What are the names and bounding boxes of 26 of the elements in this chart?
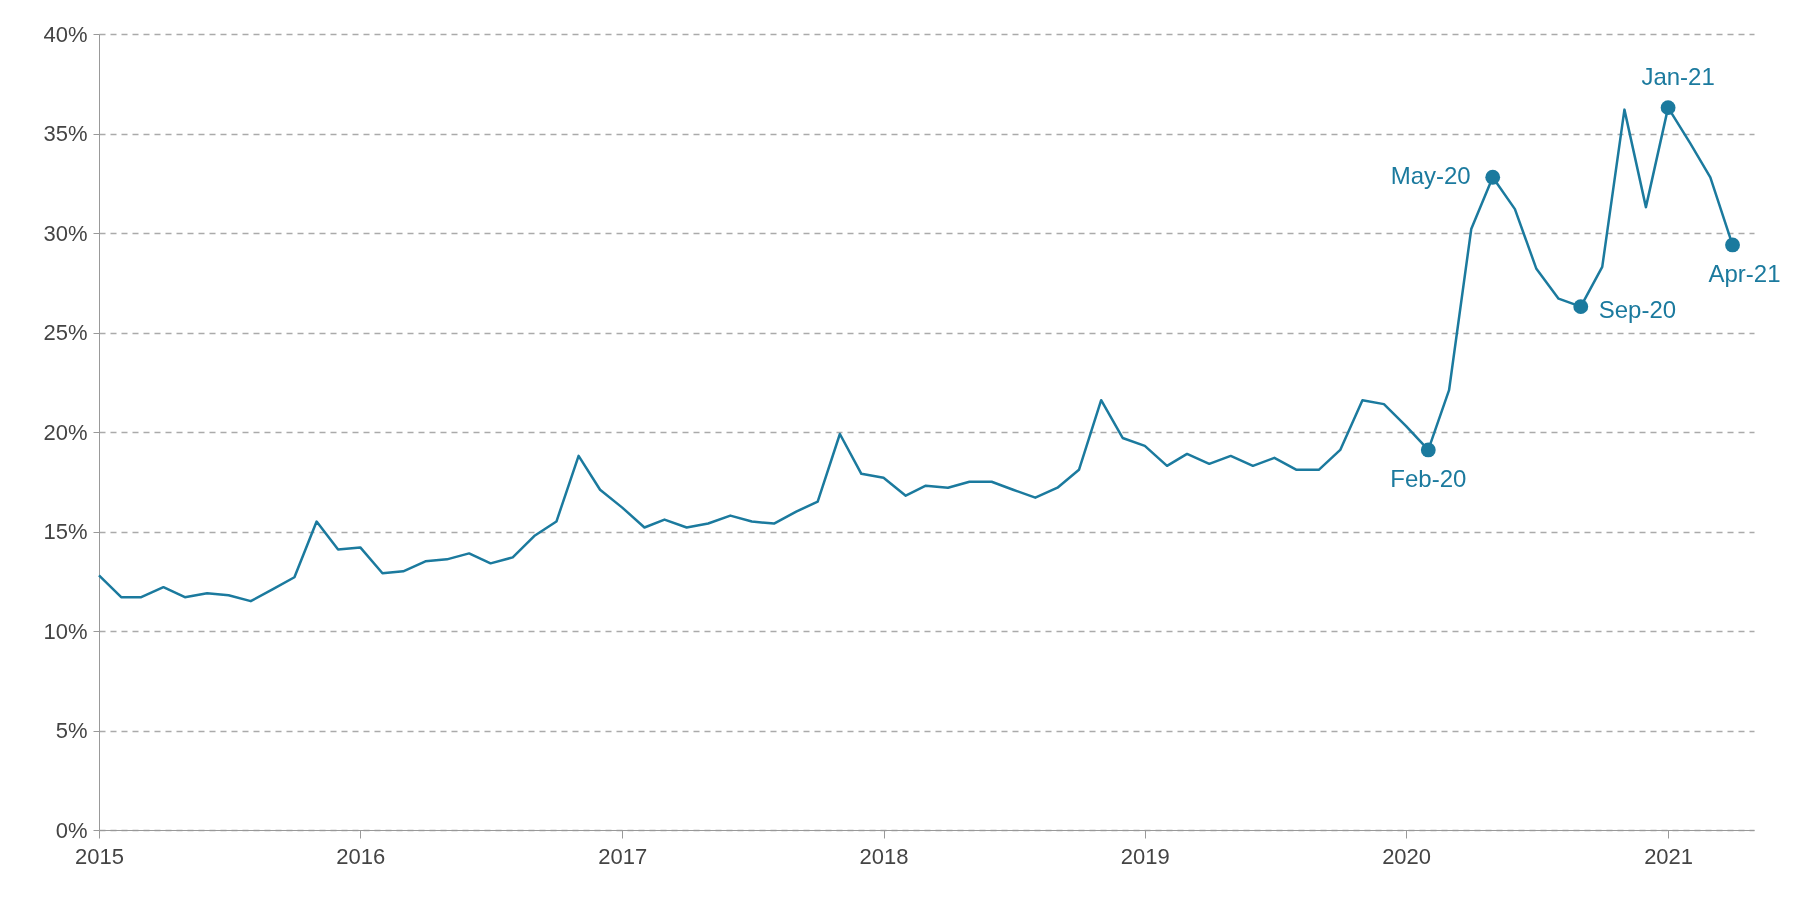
y-tick-label: 25% xyxy=(43,320,88,345)
annotation: May-20 xyxy=(1390,162,1471,190)
point xyxy=(1725,237,1740,253)
point xyxy=(1485,169,1501,185)
x-tick-label: 2021 xyxy=(1644,843,1694,869)
y-tick-label: 10% xyxy=(43,618,88,644)
x-tick-label: 2017 xyxy=(598,843,648,869)
y-tick-label: 35% xyxy=(43,121,88,146)
x-tick-label: 2015 xyxy=(75,843,124,869)
annotation: Apr-21 xyxy=(1708,259,1781,287)
y-tick-label: 20% xyxy=(43,419,88,445)
annotation: Jan-21 xyxy=(1641,62,1715,90)
y-tick-label: 40% xyxy=(43,21,88,47)
x-tick-label: 2019 xyxy=(1120,843,1170,869)
annotation: Feb-20 xyxy=(1390,464,1467,492)
x-tick-label: 2016 xyxy=(336,843,386,869)
annotation: Sep-20 xyxy=(1598,295,1677,323)
point xyxy=(1573,299,1589,315)
y-tick-label: 30% xyxy=(43,220,88,246)
y-tick-label: 5% xyxy=(55,718,88,743)
y-tick-label: 0% xyxy=(55,817,88,843)
x-tick-label: 2020 xyxy=(1382,843,1432,869)
y-tick-label: 15% xyxy=(43,519,88,544)
point xyxy=(1660,100,1676,116)
x-tick-label: 2018 xyxy=(859,843,909,869)
point xyxy=(1420,442,1436,458)
